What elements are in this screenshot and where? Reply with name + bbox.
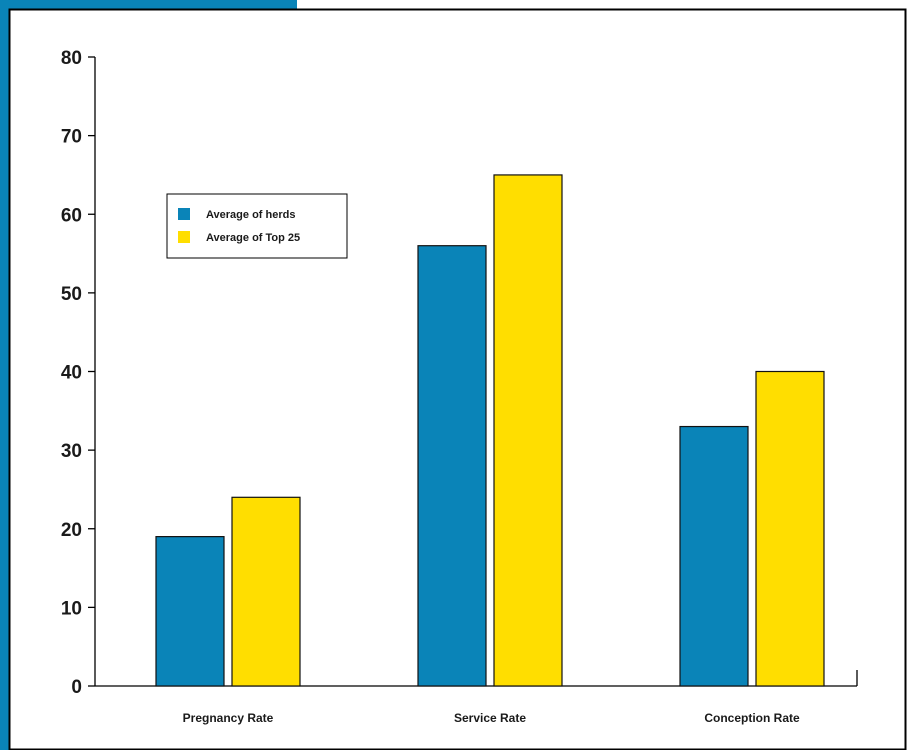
bar-series-2-pregnancy-rate [231,496,301,687]
y-tick-label: 30 [61,441,82,462]
y-tick-label: 0 [71,677,82,698]
y-tick-label: 50 [61,284,82,305]
legend-swatch-series-2 [178,231,190,243]
bar-series-1-pregnancy-rate [155,536,225,687]
legend-label-series-2: Average of Top 25 [206,232,300,244]
y-tick-label: 20 [61,520,82,541]
bar-series-2-conception-rate [755,370,825,687]
bar-series-1-conception-rate [679,425,749,687]
bars-group [155,174,825,687]
category-labels: Pregnancy Rate Service Rate Conception Rat… [183,711,800,725]
y-tick-label: 80 [61,48,82,69]
y-tick-label: 70 [61,127,82,148]
y-tick-label: 10 [61,598,82,619]
y-tick-label: 60 [61,205,82,226]
x-category-label: Pregnancy Rate [183,711,274,725]
y-tick-label: 40 [61,363,82,384]
frame-tab [0,0,297,9]
x-category-label: Service Rate [454,711,526,725]
legend-label-series-1: Average of herds [206,209,295,221]
bar-series-2-service-rate [493,174,563,687]
x-category-label: Conception Rate [704,711,800,725]
legend: Average of herds Average of Top 25 [166,193,348,259]
legend-box [166,193,348,259]
bar-series-1-service-rate [417,245,487,687]
y-axis-ticks: 0 10 20 30 40 50 60 70 80 [61,48,95,698]
legend-swatch-series-1 [178,208,190,220]
frame-left-bar [0,0,9,750]
